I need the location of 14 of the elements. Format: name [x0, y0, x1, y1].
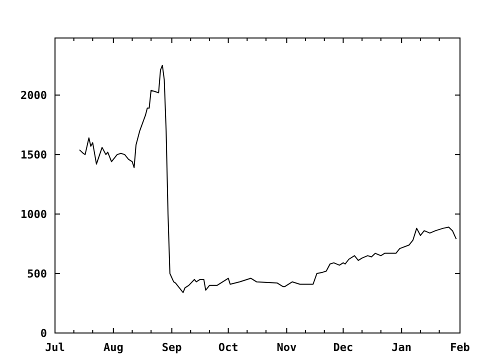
x-tick-label: Feb	[450, 341, 470, 354]
y-tick-label: 0	[40, 326, 47, 340]
y-tick-label: 1000	[20, 208, 47, 221]
x-tick-label: Sep	[162, 341, 182, 354]
x-tick-label: Aug	[103, 341, 124, 354]
line-series	[78, 64, 457, 294]
x-tick-label: Jan	[392, 341, 412, 354]
x-tick-label: Dec	[333, 341, 354, 354]
x-tick-label: Jul	[45, 341, 65, 354]
x-tick-label: Oct	[218, 341, 238, 354]
x-tick-label: Nov	[276, 341, 298, 354]
y-tick-label: 2000	[20, 88, 47, 102]
y-tick-label: 1500	[20, 148, 47, 162]
y-tick-label: 500	[27, 267, 47, 280]
